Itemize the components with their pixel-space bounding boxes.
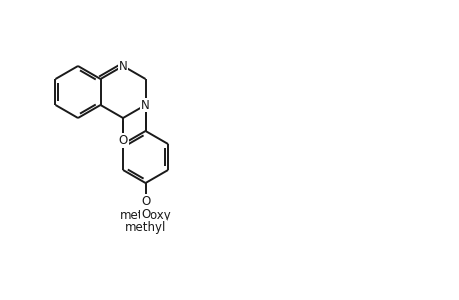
Text: N: N — [141, 98, 150, 112]
Text: O: O — [140, 195, 150, 208]
Text: O: O — [140, 208, 150, 221]
Text: methyl: methyl — [124, 221, 166, 234]
Text: O: O — [118, 134, 128, 147]
Text: N: N — [118, 59, 127, 73]
Text: methoxy: methoxy — [119, 209, 171, 222]
